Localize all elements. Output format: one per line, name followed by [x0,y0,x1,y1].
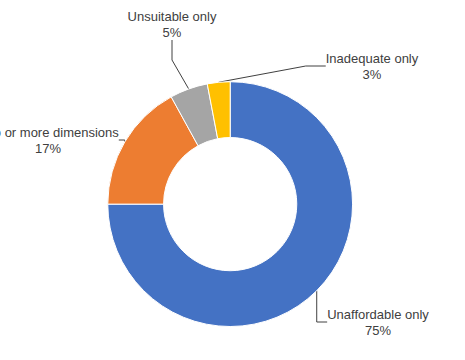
svg-text:Unaffordable only: Unaffordable only [327,307,429,322]
svg-text:17%: 17% [35,141,61,156]
svg-text:Two or more dimensions: Two or more dimensions [0,125,119,140]
svg-text:3%: 3% [363,67,382,82]
svg-text:5%: 5% [163,25,182,40]
svg-text:Unsuitable only: Unsuitable only [128,9,217,24]
svg-text:Inadequate only: Inadequate only [326,51,419,66]
svg-text:75%: 75% [365,323,391,338]
